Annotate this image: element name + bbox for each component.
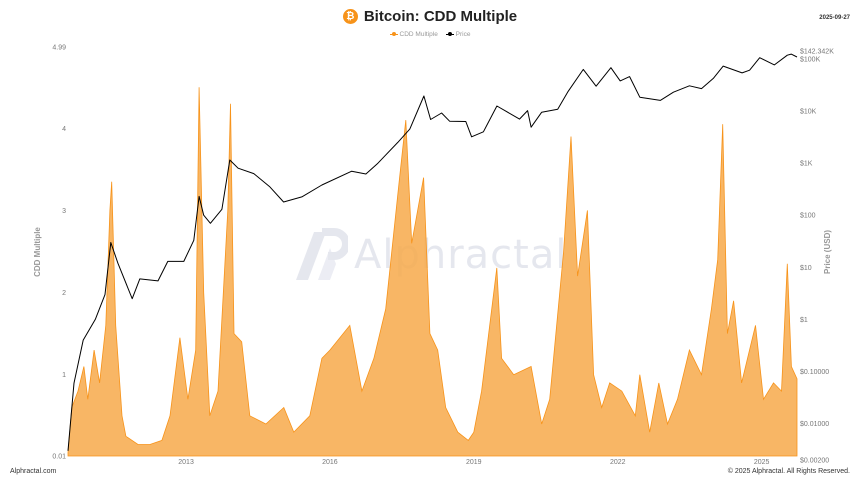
right-tick-label: $0.10000	[800, 369, 829, 376]
chart-date: 2025-09-27	[819, 15, 850, 21]
right-tick-label: $1	[800, 317, 808, 324]
right-tick-label: $0.01000	[800, 421, 829, 428]
left-tick-label: 1	[62, 372, 66, 379]
chart-title-text: Bitcoin: CDD Multiple	[363, 8, 518, 25]
left-tick-label: 0.01	[52, 454, 66, 461]
right-tick-label: $10	[800, 265, 812, 272]
x-tick-label: 2016	[322, 459, 338, 466]
chart-title: ₿ Bitcoin: CDD Multiple	[342, 8, 518, 25]
x-tick-label: 2019	[466, 459, 482, 466]
legend-label-cdd: CDD Multiple	[399, 30, 438, 38]
legend-label-price: Price	[455, 30, 471, 38]
footer-site[interactable]: Alphractal.com	[10, 468, 57, 475]
right-tick-label: $100K	[800, 56, 821, 63]
chart-header: ₿ Bitcoin: CDD Multiple 2025-09-27	[0, 6, 860, 28]
x-axis-ticks: 2013 2016 2019 2022 2025	[178, 459, 769, 466]
right-tick-label: $0.00200	[800, 458, 829, 465]
x-tick-label: 2025	[754, 459, 770, 466]
left-tick-label: 4.99	[52, 45, 66, 52]
right-tick-label: $10K	[800, 109, 817, 116]
footer-copyright: © 2025 Alphractal. All Rights Reserved.	[727, 468, 850, 475]
right-tick-label: $100	[800, 213, 816, 220]
left-axis-title: CDD Multiple	[33, 227, 42, 277]
legend-item-price[interactable]: Price	[445, 30, 471, 38]
right-axis-ticks: $0.00200 $0.01000 $0.10000 $1 $10 $100 $1K $10K…	[800, 49, 834, 465]
bitcoin-icon: ₿	[342, 9, 358, 24]
price-line	[67, 53, 798, 451]
legend-item-cdd[interactable]: CDD Multiple	[389, 30, 438, 38]
right-tick-label: $1K	[800, 161, 813, 168]
left-tick-label: 2	[62, 290, 66, 297]
right-axis-title: Price (USD)	[823, 230, 832, 274]
left-tick-label: 4	[62, 126, 66, 133]
cdd-multiple-area	[67, 87, 798, 457]
legend-swatch-cdd	[389, 32, 398, 36]
legend-swatch-price	[445, 32, 454, 36]
title-wrap: ₿ Bitcoin: CDD Multiple	[0, 6, 860, 25]
right-tick-label: $142.342K	[800, 49, 834, 56]
left-tick-label: 3	[62, 208, 66, 215]
x-tick-label: 2013	[178, 459, 194, 466]
left-axis-ticks: 0.01 1 2 3 4 4.99	[52, 45, 66, 461]
x-tick-label: 2022	[610, 459, 626, 466]
series-layer	[67, 53, 798, 457]
chart-legend: CDD Multiple Price	[0, 30, 860, 38]
